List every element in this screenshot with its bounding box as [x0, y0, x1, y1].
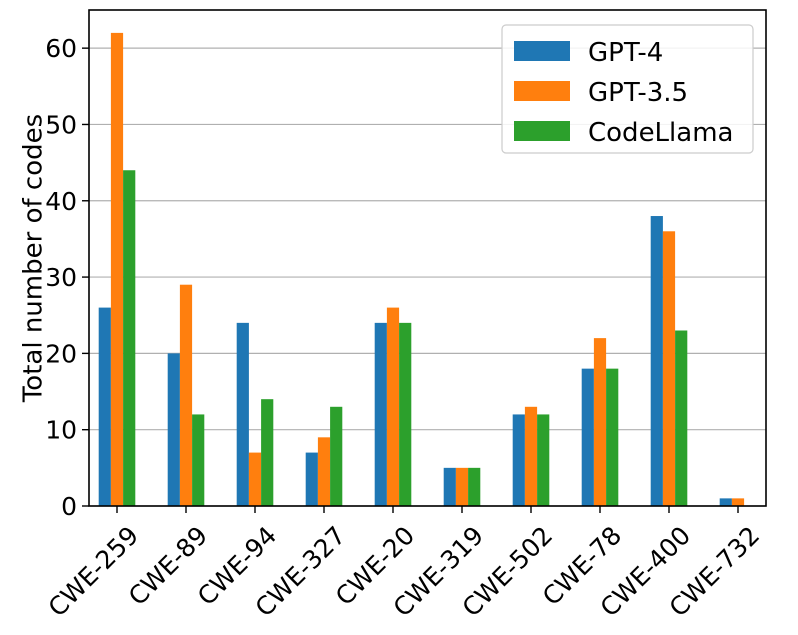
bar-codellama-cwe-89 — [192, 414, 205, 506]
bar-gpt-3-5-cwe-502 — [524, 406, 538, 506]
y-tick-label: 60 — [45, 34, 77, 63]
bars — [98, 32, 745, 507]
bar-codellama-cwe-502 — [537, 414, 550, 506]
bar-gpt-4-cwe-78 — [581, 368, 594, 506]
bar-codellama-cwe-327 — [330, 406, 343, 506]
y-tick-label: 20 — [45, 339, 77, 368]
y-tick-label: 50 — [45, 110, 77, 139]
legend-swatch — [514, 121, 570, 141]
legend-label: CodeLlama — [588, 118, 733, 148]
y-tick-label: 30 — [45, 263, 77, 292]
y-tick-label: 10 — [45, 416, 77, 445]
bar-gpt-3-5-cwe-327 — [317, 437, 331, 506]
bar-gpt-4-cwe-319 — [443, 467, 456, 506]
bar-gpt-4-cwe-89 — [167, 353, 180, 506]
bar-gpt-4-cwe-20 — [374, 322, 387, 506]
bar-gpt-4-cwe-732 — [719, 498, 732, 506]
bar-gpt-3-5-cwe-732 — [731, 498, 745, 506]
x-tick-label: CWE-259 — [43, 521, 145, 623]
y-tick-label: 40 — [45, 187, 77, 216]
y-tick-label: 0 — [61, 492, 77, 521]
y-axis-ticks: 0 10 20 30 40 50 60 — [45, 34, 89, 521]
bar-codellama-cwe-20 — [399, 322, 412, 506]
x-axis-ticks: CWE-259CWE-89CWE-94CWE-327CWE-20CWE-319C… — [43, 506, 765, 623]
bar-codellama-cwe-94 — [261, 399, 274, 506]
legend-swatch — [514, 41, 570, 61]
bar-gpt-3-5-cwe-20 — [386, 307, 400, 506]
bar-codellama-cwe-259 — [123, 170, 136, 506]
legend-label: GPT-3.5 — [588, 78, 688, 108]
bar-codellama-cwe-400 — [675, 330, 688, 506]
bar-gpt-3-5-cwe-259 — [110, 32, 124, 507]
bar-gpt-4-cwe-327 — [305, 452, 318, 506]
bar-gpt-3-5-cwe-400 — [662, 231, 676, 507]
bar-gpt-3-5-cwe-89 — [179, 284, 193, 506]
bar-gpt-4-cwe-400 — [650, 216, 663, 506]
bar-codellama-cwe-78 — [606, 368, 619, 506]
bar-codellama-cwe-319 — [468, 467, 481, 506]
bar-gpt-3-5-cwe-94 — [248, 452, 262, 506]
legend-label: GPT-4 — [588, 38, 663, 68]
legend: GPT-4 GPT-3.5 CodeLlama — [501, 24, 754, 154]
bar-gpt-3-5-cwe-319 — [455, 467, 469, 506]
bar-gpt-4-cwe-259 — [98, 307, 111, 506]
bar-gpt-4-cwe-502 — [512, 414, 525, 506]
plot-frame — [88, 9, 767, 507]
y-axis-label: Total number of codes — [19, 114, 49, 403]
bar-gpt-4-cwe-94 — [236, 322, 249, 506]
legend-swatch — [514, 81, 570, 101]
bar-gpt-3-5-cwe-78 — [593, 338, 607, 506]
